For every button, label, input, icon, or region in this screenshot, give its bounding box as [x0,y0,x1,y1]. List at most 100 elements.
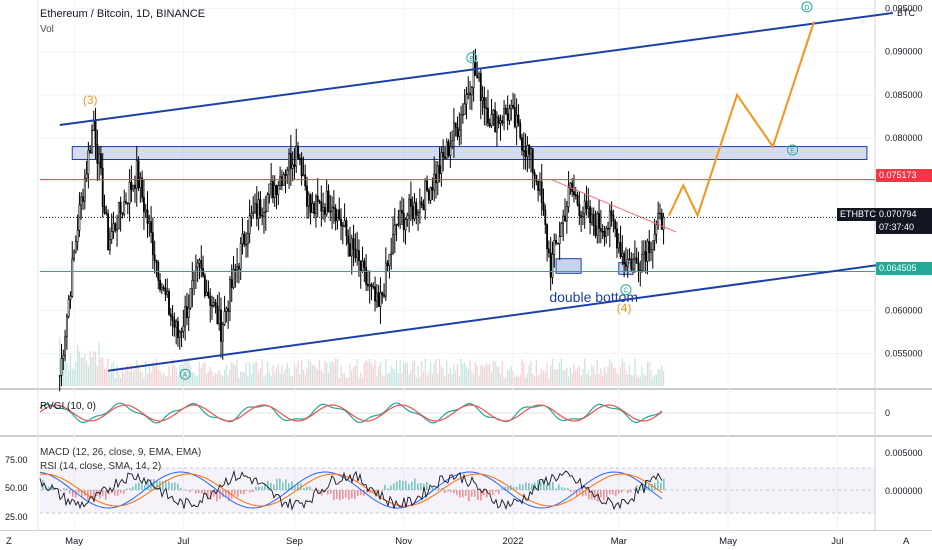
volume-bar [218,369,220,386]
macd-histogram-bar [630,490,632,493]
volume-bar [385,359,387,386]
volume-bar [616,372,618,386]
volume-bar [392,368,394,386]
volume-bar [516,374,518,386]
candle-body [214,302,217,307]
volume-bar [327,372,330,386]
volume-bar [464,362,466,386]
volume-bar [161,374,163,386]
volume-bar [180,363,183,386]
macd-histogram-bar [465,490,467,496]
upper-channel-line [59,11,894,127]
auto-scale-button[interactable]: A [903,536,910,547]
candle-body [306,185,308,207]
candle-body [340,218,342,226]
macd-histogram-bar [570,490,572,492]
candle-body [225,308,228,312]
candle-body [168,291,170,315]
volume-bar [80,357,82,386]
volume-bar [557,369,559,386]
volume-bar [444,375,446,386]
macd-histogram-bar [429,488,431,490]
volume-bar [438,359,441,386]
wave-label-B: B [469,56,474,63]
volume-bar [381,374,383,386]
volume-bar [318,359,321,386]
volume-bar [240,371,242,386]
macd-histogram-bar [372,490,374,492]
candle-body [452,122,455,141]
volume-bar [661,365,663,386]
macd-histogram-bar [147,480,149,490]
macd-histogram-bar [282,482,284,490]
macd-histogram-bar [498,490,500,495]
macd-histogram-bar [582,490,584,497]
macd-histogram-bar [306,486,308,490]
macd-histogram-bar [117,490,119,496]
volume-bar [116,364,118,386]
macd-histogram-bar [363,490,365,496]
macd-histogram-bar [138,482,140,490]
volume-bar [152,361,154,386]
candle-body [241,233,244,244]
candle-body [662,216,665,230]
candle-body [372,285,375,288]
zoom-button[interactable]: Z [6,536,12,547]
volume-bar [130,363,133,386]
volume-bar [102,357,104,386]
candle-body [266,194,269,212]
candle-body [616,228,618,249]
volume-bar [71,368,73,386]
volume-bar [521,359,523,386]
macd-histogram-bar [504,486,506,490]
price-tag-last: 0.070794 [876,208,932,221]
double-bottom-zone-1 [555,258,582,274]
volume-bar [598,373,600,386]
candle-body [85,173,88,179]
volume-bar [593,366,595,386]
macd-histogram-bar [366,490,368,493]
volume-bar [145,361,147,386]
candle-body [135,160,138,189]
candle-body [637,262,640,272]
volume-bar [324,360,326,386]
volume-bar [390,366,392,386]
candle-body [506,113,509,121]
candle-body [445,141,448,159]
candle-body [182,325,185,332]
volume-bar [62,360,64,386]
candle-body [623,253,626,265]
candle-body [202,268,204,277]
candle-body [573,191,575,195]
volume-bar [109,373,111,386]
volume-bar [494,361,496,386]
candle-body [82,196,84,202]
volume-bar [408,374,410,386]
volume-bar [241,372,244,386]
volume-bar [204,361,206,386]
candle-body [191,280,194,289]
candle-body [107,213,110,251]
volume-bar [361,377,364,386]
candle-body [99,153,102,169]
candle-body [375,292,378,302]
macd-histogram-bar [585,490,587,496]
volume-bar [283,373,285,386]
candle-body [409,198,412,207]
volume-bar [266,362,269,386]
volume-bar [627,374,629,386]
candle-body [492,109,495,115]
candle-body [116,228,118,231]
volume-bar [349,364,351,386]
volume-bar [483,367,486,386]
candle-body [565,206,568,222]
candle-body [216,305,219,325]
rsi-label: RSI (14, close, SMA, 14, 2) [40,461,162,472]
candle-body [264,211,267,213]
candle-body [180,330,183,333]
volume-bar [596,359,598,386]
candle-body [230,279,233,288]
lower-channel-line [107,261,894,372]
